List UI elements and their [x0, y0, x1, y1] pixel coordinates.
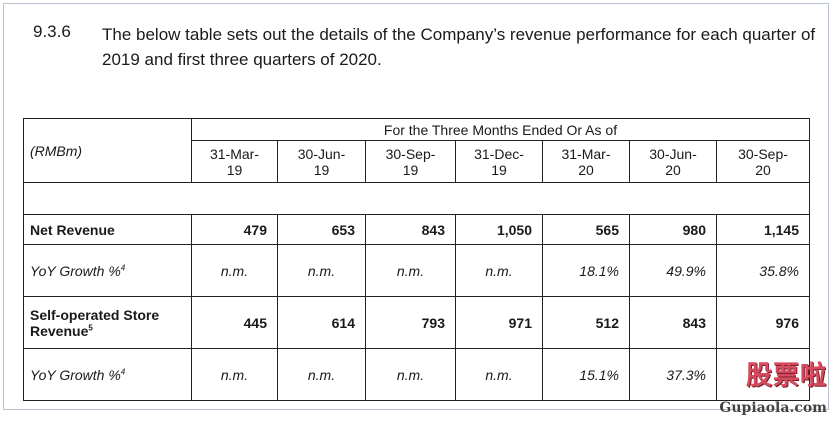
column-header: 30-Jun- 19 — [277, 140, 366, 183]
table-row: YoY Growth %4 n.m. n.m. n.m. n.m. 18.1% … — [23, 244, 810, 297]
page-frame — [3, 3, 829, 410]
table-cell: 614 — [277, 296, 366, 349]
table-cell: n.m. — [455, 244, 543, 297]
header-row-dates: 31-Mar- 19 30-Jun- 19 30-Sep- 19 31-Dec- 19 … — [24, 140, 810, 183]
row-label-yoy-growth: YoY Growth %4 — [23, 244, 192, 297]
row-label-store-revenue: Self-operated Store Revenue5 — [23, 296, 192, 349]
header-row-span: (RMBm) For the Three Months Ended Or As … — [23, 118, 810, 183]
table-cell: 15.1% — [542, 348, 630, 401]
table-cell: n.m. — [277, 348, 366, 401]
table-cell: 980 — [629, 214, 717, 245]
table-cell: 18.1% — [542, 244, 630, 297]
table-cell: 793 — [365, 296, 456, 349]
table-row: Self-operated Store Revenue5 445 614 793 … — [23, 296, 810, 349]
paragraph-text: The below table sets out the details of … — [102, 25, 816, 69]
table-cell: n.m. — [455, 348, 543, 401]
table-row: YoY Growth %4 n.m. n.m. n.m. n.m. 15.1% … — [23, 348, 810, 401]
table-cell: 653 — [277, 214, 366, 245]
watermark-url: Gupiaola.com — [719, 400, 827, 416]
table-cell: 1,145 — [716, 214, 810, 245]
table-cell: 976 — [716, 296, 810, 349]
row-label-net-revenue: Net Revenue — [23, 214, 192, 245]
column-header: 31-Mar- 20 — [542, 140, 630, 183]
table-cell: n.m. — [191, 348, 278, 401]
table-cell: 479 — [191, 214, 278, 245]
table-cell: 843 — [365, 214, 456, 245]
paragraph-number: 9.3.6 — [33, 22, 71, 41]
revenue-table: (RMBm) For the Three Months Ended Or As … — [23, 118, 810, 401]
unit-label-cell: (RMBm) — [23, 118, 192, 183]
column-header: 30-Sep- 20 — [716, 140, 810, 183]
table-cell: 37.3% — [629, 348, 717, 401]
table-cell: 445 — [191, 296, 278, 349]
column-header: 31-Mar- 19 — [191, 140, 278, 183]
table-cell: n.m. — [277, 244, 366, 297]
column-header: 31-Dec- 19 — [455, 140, 543, 183]
table-cell — [716, 348, 810, 401]
spacer-row — [23, 182, 810, 215]
watermark-text: 股票啦 — [745, 361, 827, 391]
table-cell: 843 — [629, 296, 717, 349]
row-label-yoy-growth: YoY Growth %4 — [23, 348, 192, 401]
watermark: 股票啦 Gupiaola.com — [711, 361, 831, 420]
table-cell: 49.9% — [629, 244, 717, 297]
column-header: 30-Jun- 20 — [629, 140, 717, 183]
column-header: 30-Sep- 19 — [365, 140, 456, 183]
table-cell: 971 — [455, 296, 543, 349]
table-row: Net Revenue 479 653 843 1,050 565 980 1,… — [23, 214, 810, 245]
table-cell: 565 — [542, 214, 630, 245]
span-header: For the Three Months Ended Or As of — [191, 118, 810, 141]
table-cell: 35.8% — [716, 244, 810, 297]
table-cell: n.m. — [191, 244, 278, 297]
table-cell: n.m. — [365, 348, 456, 401]
table-cell: 1,050 — [455, 214, 543, 245]
table-cell: 512 — [542, 296, 630, 349]
table-cell: n.m. — [365, 244, 456, 297]
unit-label: (RMBm) — [30, 142, 83, 159]
